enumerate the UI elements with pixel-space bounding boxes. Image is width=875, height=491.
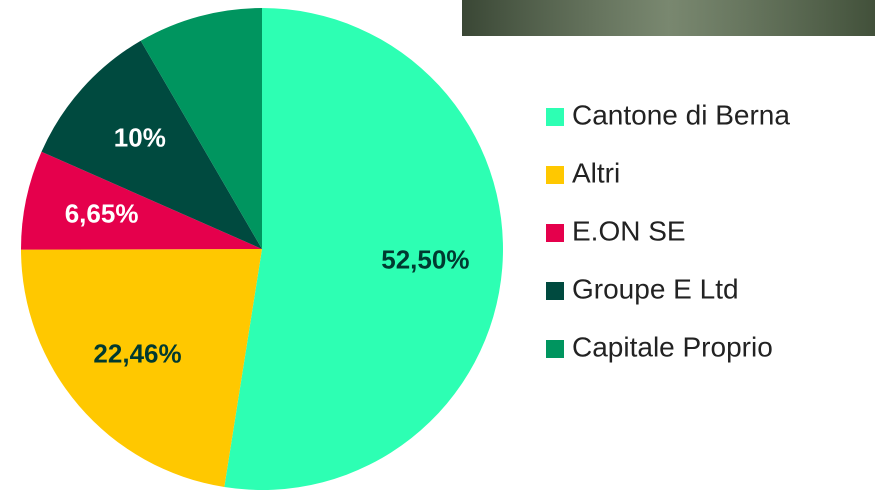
legend-swatch <box>546 282 564 300</box>
legend-swatch <box>546 340 564 358</box>
data-label: 10% <box>114 123 166 153</box>
legend-swatch <box>546 224 564 242</box>
legend-label: Capitale Proprio <box>572 331 773 362</box>
page: {"chart_data": {"type": "pie", "categori… <box>0 0 875 491</box>
legend-label: Groupe E Ltd <box>572 273 739 304</box>
data-label: 22,46% <box>93 338 181 368</box>
legend-swatch <box>546 108 564 126</box>
legend-label: Cantone di Berna <box>572 99 790 130</box>
data-label: 6,65% <box>65 198 139 228</box>
legend-swatch <box>546 166 564 184</box>
photo-texture <box>462 0 875 36</box>
legend-label: E.ON SE <box>572 215 686 246</box>
data-label: 52,50% <box>381 245 469 275</box>
legend-label: Altri <box>572 157 620 188</box>
chart: 52,50% 22,46% 6,65% 10% Cantone di Berna Altr… <box>0 0 875 491</box>
